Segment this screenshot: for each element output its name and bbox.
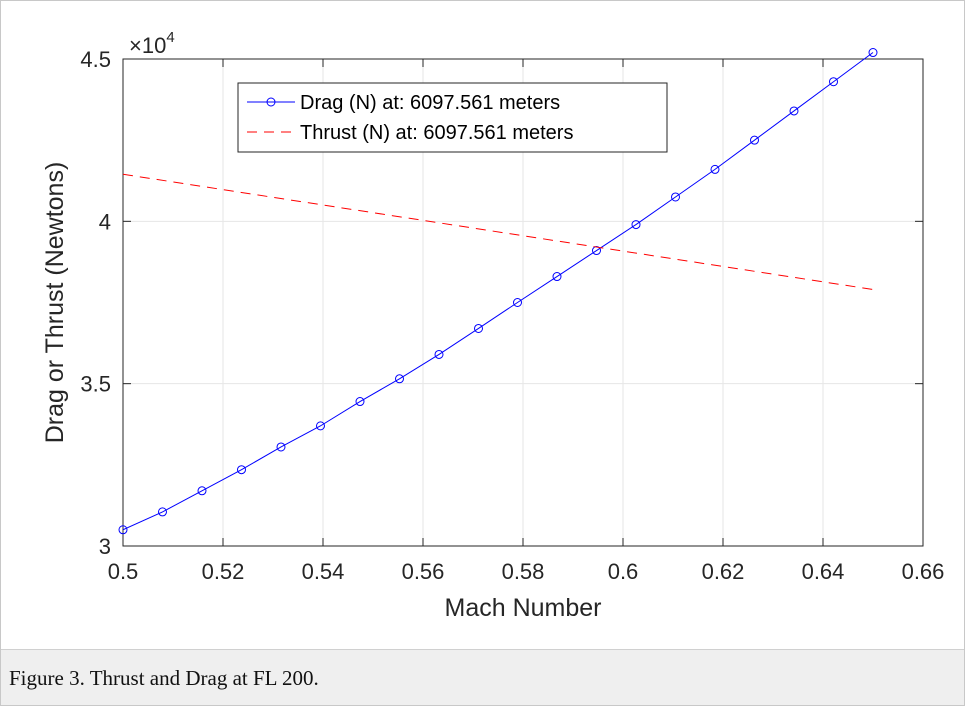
x-tick-label: 0.64 [802, 559, 845, 584]
legend-box [237, 82, 668, 153]
legend-drag-marker [266, 97, 276, 107]
y-tick-label: 4.5 [80, 47, 111, 72]
y-tick-label: 3.5 [80, 372, 111, 397]
drag-data-point [434, 349, 444, 359]
drag-data-point [237, 465, 246, 475]
drag-data-point [118, 525, 128, 535]
x-tick-label: 0.56 [402, 559, 445, 584]
x-tick-label: 0.66 [902, 559, 945, 584]
y-axis-label: Drag or Thrust (Newtons) [41, 162, 69, 444]
drag-data-point [197, 486, 207, 496]
drag-data-point [276, 442, 286, 452]
legend-thrust-label: Thrust (N) at: 6097.561 meters [300, 122, 573, 144]
drag-data-point [474, 323, 483, 333]
chart: 0.5 0.52 0.54 0.56 0.58 0.6 0.62 0.64 0.66 3 3.5 4 4… [41, 29, 945, 622]
x-tick-label: 0.6 [608, 559, 639, 584]
thrust-series-line [122, 173, 874, 291]
drag-data-point [631, 220, 641, 230]
legend-drag-label: Drag (N) at: 6097.561 meters [300, 92, 560, 114]
legend: Drag (N) at: 6097.561 meters Thrust (N) … [237, 82, 668, 153]
drag-data-point [750, 135, 759, 145]
drag-data-point [395, 374, 404, 384]
y-tick-label: 4 [99, 209, 111, 234]
drag-data-point [789, 106, 799, 116]
drag-series-line [122, 52, 874, 531]
drag-data-point [158, 507, 167, 517]
drag-data-point [552, 272, 562, 282]
drag-data-point [316, 421, 325, 431]
drag-data-point [710, 164, 720, 174]
y-exponent-label: ×104 [129, 29, 175, 58]
drag-data-point [355, 397, 365, 407]
x-tick-label: 0.52 [202, 559, 245, 584]
drag-data-point [829, 77, 838, 87]
drag-data-point [868, 48, 878, 58]
x-tick-label: 0.5 [108, 559, 139, 584]
y-tick-label: 3 [99, 534, 111, 559]
caption-text: Figure 3. Thrust and Drag at FL 200. [9, 666, 319, 690]
drag-data-point [671, 192, 680, 202]
x-tick-label: 0.62 [702, 559, 745, 584]
x-axis-label: Mach Number [445, 594, 602, 622]
x-tick-label: 0.58 [502, 559, 545, 584]
drag-data-point [513, 298, 522, 307]
plot-area: 0.5 0.52 0.54 0.56 0.58 0.6 0.62 0.64 0.66 3 3.5 4 4… [1, 1, 964, 649]
figure-caption: Figure 3. Thrust and Drag at FL 200. [1, 649, 964, 705]
x-tick-label: 0.54 [302, 559, 345, 584]
